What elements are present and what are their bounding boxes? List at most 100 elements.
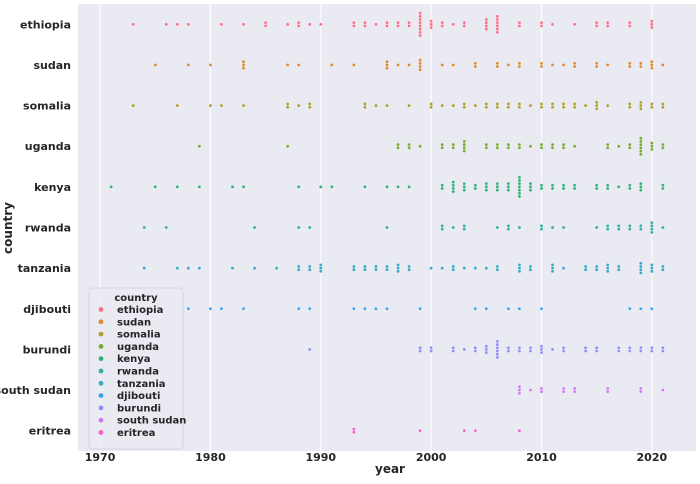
data-point xyxy=(396,142,400,147)
data-point xyxy=(506,102,511,106)
data-point xyxy=(495,102,500,106)
data-point xyxy=(319,269,323,274)
data-point xyxy=(628,20,632,25)
x-tick-label: 1970 xyxy=(85,451,116,464)
data-point xyxy=(517,102,522,106)
data-point xyxy=(605,20,610,25)
data-point xyxy=(639,146,643,150)
data-point xyxy=(650,102,654,106)
data-point xyxy=(451,103,455,108)
data-point xyxy=(583,267,588,272)
data-point xyxy=(495,105,500,109)
data-point xyxy=(363,267,367,272)
data-point xyxy=(517,428,522,433)
data-point xyxy=(396,24,400,28)
data-point xyxy=(296,225,301,230)
data-point xyxy=(451,142,455,147)
data-point xyxy=(407,185,411,189)
data-point xyxy=(495,142,500,147)
data-point xyxy=(473,186,478,191)
data-point xyxy=(175,22,180,27)
x-axis-label: year xyxy=(375,462,405,476)
data-point xyxy=(429,25,433,30)
data-point xyxy=(561,386,566,391)
data-point xyxy=(639,185,643,189)
data-point xyxy=(241,103,246,108)
data-point xyxy=(484,307,489,311)
data-point xyxy=(550,347,555,352)
data-point xyxy=(583,264,588,269)
data-point xyxy=(484,17,489,22)
data-point xyxy=(539,64,544,69)
data-point xyxy=(462,102,466,106)
data-point xyxy=(296,24,301,28)
y-tick-label: sudan xyxy=(33,59,71,72)
data-point xyxy=(186,307,191,311)
legend-marker xyxy=(98,405,104,411)
data-point xyxy=(528,267,533,272)
x-tick-label: 2020 xyxy=(637,451,668,464)
legend-label: rwanda xyxy=(117,367,159,378)
data-point xyxy=(153,185,157,189)
data-point xyxy=(572,389,577,394)
data-point xyxy=(352,264,356,269)
data-point xyxy=(561,346,566,350)
data-point xyxy=(506,142,511,147)
y-tick-label: tanzania xyxy=(18,262,71,275)
data-point xyxy=(451,183,455,188)
data-point xyxy=(650,269,654,274)
data-point xyxy=(418,68,422,72)
data-point xyxy=(605,386,610,391)
data-point xyxy=(517,269,522,274)
legend-label: burundi xyxy=(117,403,161,414)
data-point xyxy=(650,60,654,64)
data-point xyxy=(528,264,533,269)
data-point xyxy=(285,102,290,106)
data-point xyxy=(495,267,500,272)
data-point xyxy=(528,103,533,108)
data-point xyxy=(583,346,588,350)
data-point xyxy=(495,355,500,360)
legend-label: eritrea xyxy=(117,428,155,439)
data-point xyxy=(153,63,157,67)
data-point xyxy=(572,64,577,69)
data-point xyxy=(363,185,367,189)
data-point xyxy=(495,349,500,353)
data-point xyxy=(495,27,500,31)
data-point xyxy=(307,22,312,27)
data-point xyxy=(650,224,654,228)
data-point xyxy=(517,64,522,69)
data-point xyxy=(385,66,389,70)
data-point xyxy=(495,346,500,350)
data-point xyxy=(594,61,599,66)
data-point xyxy=(605,263,610,267)
data-point xyxy=(407,142,411,147)
data-point xyxy=(418,144,422,148)
data-point xyxy=(572,105,577,109)
data-point xyxy=(528,185,533,189)
data-point xyxy=(561,186,566,191)
data-point xyxy=(517,142,522,147)
legend-marker xyxy=(98,417,104,423)
data-point xyxy=(175,103,180,108)
legend-title: country xyxy=(114,293,158,304)
y-tick-label: djibouti xyxy=(23,303,71,316)
data-point xyxy=(352,307,356,311)
data-point xyxy=(462,266,466,270)
data-point xyxy=(429,349,433,353)
data-point xyxy=(495,188,500,192)
data-point xyxy=(617,346,621,350)
data-point xyxy=(352,427,356,431)
data-point xyxy=(418,20,422,25)
data-point xyxy=(639,142,643,147)
data-point xyxy=(628,224,632,228)
data-point xyxy=(241,63,246,67)
data-point xyxy=(650,25,654,30)
data-point xyxy=(594,346,599,350)
data-point xyxy=(594,183,599,188)
data-point xyxy=(164,22,169,27)
data-point xyxy=(429,346,433,350)
data-point xyxy=(462,428,466,433)
legend-label: somalia xyxy=(117,330,161,341)
data-point xyxy=(252,225,257,230)
